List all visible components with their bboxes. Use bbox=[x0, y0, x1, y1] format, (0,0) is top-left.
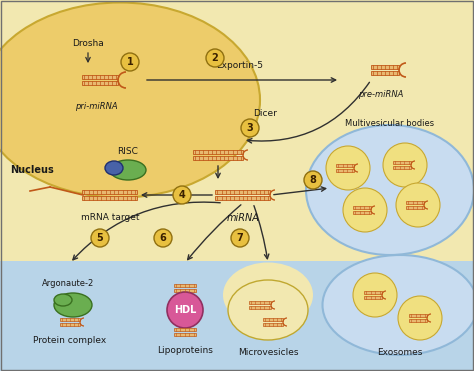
Text: 8: 8 bbox=[310, 175, 317, 185]
Bar bbox=[353, 211, 371, 214]
Ellipse shape bbox=[54, 294, 72, 306]
Bar bbox=[406, 206, 424, 209]
Bar bbox=[193, 150, 243, 154]
Circle shape bbox=[326, 146, 370, 190]
Circle shape bbox=[173, 186, 191, 204]
Bar bbox=[353, 206, 371, 209]
Bar bbox=[364, 291, 382, 294]
Bar bbox=[174, 333, 196, 336]
Bar bbox=[60, 323, 80, 326]
Ellipse shape bbox=[223, 263, 313, 328]
Text: Microvesicles: Microvesicles bbox=[238, 348, 298, 357]
Ellipse shape bbox=[110, 160, 146, 180]
Text: Exosomes: Exosomes bbox=[377, 348, 423, 357]
Text: Lipoproteins: Lipoproteins bbox=[157, 346, 213, 355]
Circle shape bbox=[121, 53, 139, 71]
Circle shape bbox=[231, 229, 249, 247]
Bar bbox=[263, 318, 283, 321]
Text: HDL: HDL bbox=[174, 305, 196, 315]
Bar bbox=[82, 196, 137, 200]
Bar bbox=[216, 196, 271, 200]
Text: Protein complex: Protein complex bbox=[33, 336, 107, 345]
Bar bbox=[174, 328, 196, 331]
Text: 5: 5 bbox=[97, 233, 103, 243]
Text: Drosha: Drosha bbox=[72, 39, 104, 48]
Bar bbox=[216, 190, 271, 194]
Circle shape bbox=[241, 119, 259, 137]
Text: pri-miRNA: pri-miRNA bbox=[75, 102, 117, 111]
Bar bbox=[82, 190, 137, 194]
Bar bbox=[82, 81, 118, 85]
Circle shape bbox=[396, 183, 440, 227]
Ellipse shape bbox=[228, 280, 308, 340]
Bar bbox=[406, 201, 424, 204]
Bar bbox=[249, 301, 271, 304]
Text: 2: 2 bbox=[211, 53, 219, 63]
Text: 1: 1 bbox=[127, 57, 133, 67]
Circle shape bbox=[343, 188, 387, 232]
Bar bbox=[174, 284, 196, 287]
Text: 4: 4 bbox=[179, 190, 185, 200]
Bar bbox=[263, 323, 283, 326]
Circle shape bbox=[304, 171, 322, 189]
Bar bbox=[193, 156, 243, 160]
Ellipse shape bbox=[105, 161, 123, 175]
Circle shape bbox=[353, 273, 397, 317]
Bar bbox=[409, 314, 427, 317]
Ellipse shape bbox=[0, 3, 260, 197]
Bar bbox=[364, 296, 382, 299]
Bar bbox=[393, 166, 411, 169]
Circle shape bbox=[398, 296, 442, 340]
Text: 7: 7 bbox=[237, 233, 243, 243]
Bar bbox=[82, 75, 118, 79]
Text: 6: 6 bbox=[160, 233, 166, 243]
Text: Nucleus: Nucleus bbox=[10, 165, 54, 175]
Text: pre-miRNA: pre-miRNA bbox=[358, 90, 404, 99]
Bar bbox=[371, 71, 399, 75]
Circle shape bbox=[206, 49, 224, 67]
Text: Multivesicular bodies: Multivesicular bodies bbox=[346, 119, 435, 128]
Text: Dicer: Dicer bbox=[253, 109, 277, 118]
Bar bbox=[336, 169, 354, 172]
Bar bbox=[371, 65, 399, 69]
Bar bbox=[393, 161, 411, 164]
Bar bbox=[60, 318, 80, 321]
Ellipse shape bbox=[322, 255, 474, 355]
Circle shape bbox=[154, 229, 172, 247]
Text: Exportin-5: Exportin-5 bbox=[217, 61, 264, 70]
Text: RISC: RISC bbox=[118, 147, 138, 156]
Text: mRNA target: mRNA target bbox=[81, 213, 139, 222]
Bar bbox=[336, 164, 354, 167]
Bar bbox=[174, 289, 196, 292]
Text: miRNA: miRNA bbox=[227, 213, 259, 223]
Bar bbox=[249, 306, 271, 309]
Circle shape bbox=[167, 292, 203, 328]
Circle shape bbox=[383, 143, 427, 187]
Ellipse shape bbox=[54, 293, 92, 317]
Text: Argonaute-2: Argonaute-2 bbox=[42, 279, 94, 288]
Ellipse shape bbox=[306, 125, 474, 255]
Bar bbox=[0, 261, 474, 371]
Circle shape bbox=[91, 229, 109, 247]
Text: 3: 3 bbox=[246, 123, 254, 133]
Bar bbox=[409, 319, 427, 322]
